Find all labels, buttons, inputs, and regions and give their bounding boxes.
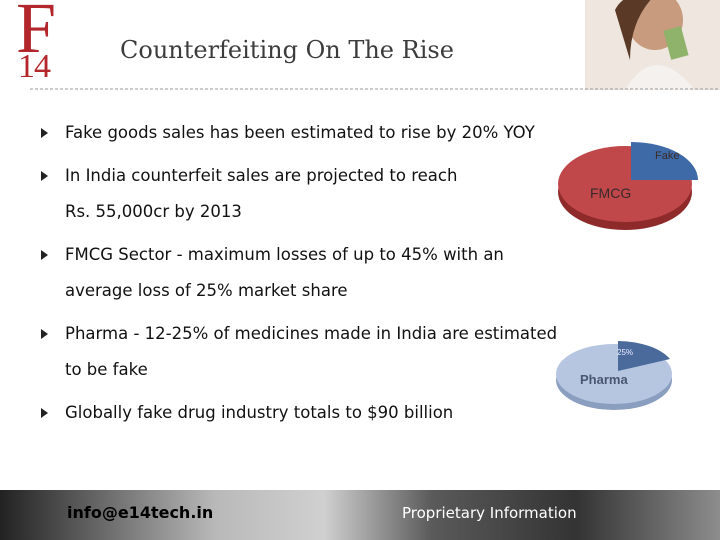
bullet-text: Globally fake drug industry totals to $9… xyxy=(65,403,454,422)
bullet-text: In India counterfeit sales are projected… xyxy=(65,166,458,185)
bullet-arrow xyxy=(41,408,48,418)
pie-label: Pharma xyxy=(580,372,628,387)
slide-title: Counterfeiting On The Rise xyxy=(120,36,454,64)
bullet-text: Rs. 55,000cr by 2013 xyxy=(65,202,242,221)
footer-note: Proprietary Information xyxy=(402,504,577,522)
bullet-arrow xyxy=(41,250,48,260)
bullet-text: Pharma - 12-25% of medicines made in Ind… xyxy=(65,324,558,343)
pie-fmcg xyxy=(558,142,698,230)
bullet-text: to be fake xyxy=(65,360,148,379)
pie-label: FMCG xyxy=(590,185,632,201)
bullet-text: FMCG Sector - maximum losses of up to 45… xyxy=(65,245,504,264)
pie-pharma xyxy=(556,341,672,410)
pie-label: Fake xyxy=(655,150,680,162)
bullet-text: average loss of 25% market share xyxy=(65,281,348,300)
bullet-arrow xyxy=(41,128,48,138)
bullet-text: Fake goods sales has been estimated to r… xyxy=(65,123,535,142)
header-photo xyxy=(585,0,720,90)
bullet-arrow xyxy=(41,171,48,181)
bullet-arrow xyxy=(41,329,48,339)
footer-band xyxy=(0,490,720,540)
header-divider xyxy=(30,88,720,90)
logo-number: 14 xyxy=(18,48,51,85)
footer-email: info@e14tech.in xyxy=(67,503,214,522)
pie-label: 25% xyxy=(617,348,634,357)
logo-letter: F xyxy=(16,0,57,68)
